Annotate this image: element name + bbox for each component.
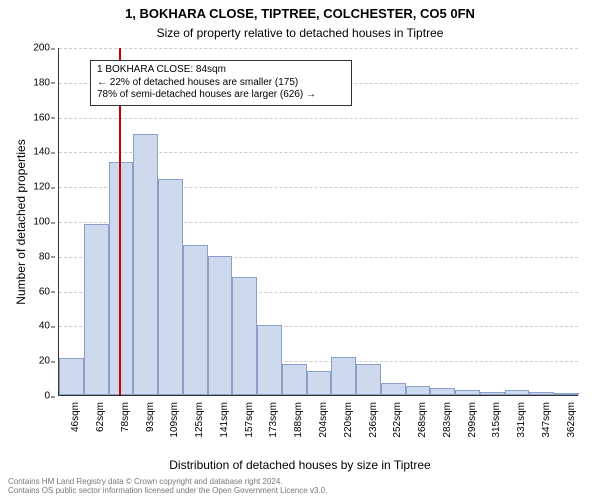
histogram-bar xyxy=(307,371,332,395)
histogram-bar xyxy=(430,388,455,395)
y-tick: 80 xyxy=(0,251,50,262)
x-tick: 268sqm xyxy=(417,402,428,452)
histogram-bar xyxy=(381,383,406,395)
histogram-bar xyxy=(480,392,505,395)
x-tick: 299sqm xyxy=(467,402,478,452)
y-tick: 100 xyxy=(0,217,50,228)
gridline xyxy=(59,48,578,49)
histogram-bar xyxy=(554,393,579,395)
annotation-line-2: ← 22% of detached houses are smaller (17… xyxy=(97,77,345,90)
histogram-bar xyxy=(505,390,530,395)
histogram-bar xyxy=(158,179,183,395)
histogram-bar xyxy=(133,134,158,395)
x-tick: 188sqm xyxy=(293,402,304,452)
x-tick: 331sqm xyxy=(516,402,527,452)
x-tick: 141sqm xyxy=(219,402,230,452)
histogram-bar xyxy=(109,162,134,395)
chart-title-line1: 1, BOKHARA CLOSE, TIPTREE, COLCHESTER, C… xyxy=(0,6,600,21)
x-tick: 204sqm xyxy=(318,402,329,452)
histogram-bar xyxy=(183,245,208,395)
histogram-bar xyxy=(257,325,282,395)
histogram-bar xyxy=(331,357,356,395)
x-tick: 109sqm xyxy=(169,402,180,452)
x-tick: 347sqm xyxy=(541,402,552,452)
x-tick: 220sqm xyxy=(343,402,354,452)
x-tick: 157sqm xyxy=(244,402,255,452)
y-tick: 160 xyxy=(0,112,50,123)
property-size-histogram: 1, BOKHARA CLOSE, TIPTREE, COLCHESTER, C… xyxy=(0,0,600,500)
x-tick: 78sqm xyxy=(120,402,131,452)
histogram-bar xyxy=(282,364,307,395)
x-tick: 173sqm xyxy=(268,402,279,452)
x-tick: 283sqm xyxy=(442,402,453,452)
histogram-bar xyxy=(455,390,480,395)
reference-annotation: 1 BOKHARA CLOSE: 84sqm ← 22% of detached… xyxy=(90,60,352,106)
x-tick: 46sqm xyxy=(70,402,81,452)
x-tick: 252sqm xyxy=(392,402,403,452)
histogram-bar xyxy=(529,392,554,395)
y-tick: 20 xyxy=(0,356,50,367)
footer-attribution: Contains HM Land Registry data © Crown c… xyxy=(8,478,327,496)
x-tick: 315sqm xyxy=(491,402,502,452)
x-tick: 125sqm xyxy=(194,402,205,452)
x-tick: 362sqm xyxy=(566,402,577,452)
annotation-line-1: 1 BOKHARA CLOSE: 84sqm xyxy=(97,64,345,77)
y-tick: 200 xyxy=(0,43,50,54)
histogram-bar xyxy=(406,386,431,395)
y-tick: 0 xyxy=(0,391,50,402)
y-tick: 180 xyxy=(0,77,50,88)
footer-line-2: Contains OS public sector information li… xyxy=(8,487,327,496)
histogram-bar xyxy=(84,224,109,395)
annotation-line-3: 78% of semi-detached houses are larger (… xyxy=(97,89,345,102)
y-tick: 120 xyxy=(0,182,50,193)
x-tick: 62sqm xyxy=(95,402,106,452)
x-axis-label: Distribution of detached houses by size … xyxy=(0,458,600,472)
x-tick: 236sqm xyxy=(368,402,379,452)
x-tick: 93sqm xyxy=(145,402,156,452)
y-tick: 60 xyxy=(0,286,50,297)
histogram-bar xyxy=(232,277,257,395)
histogram-bar xyxy=(208,256,233,395)
histogram-bar xyxy=(59,358,84,395)
y-tick: 140 xyxy=(0,147,50,158)
gridline xyxy=(59,118,578,119)
y-tick: 40 xyxy=(0,321,50,332)
histogram-bar xyxy=(356,364,381,395)
chart-title-line2: Size of property relative to detached ho… xyxy=(0,26,600,40)
